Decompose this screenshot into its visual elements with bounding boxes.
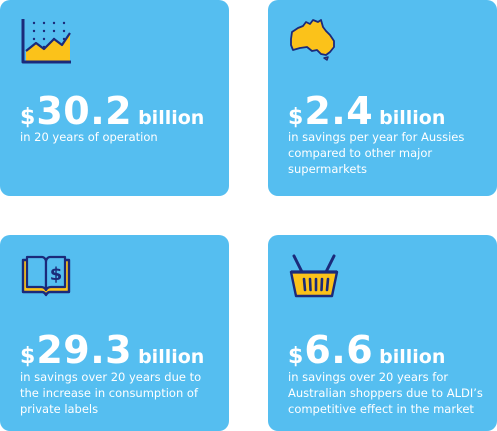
stat-amount: 30.2	[36, 89, 133, 133]
stat-card-yearly-savings: $2.4 billion in savings per year for Auss…	[268, 0, 497, 196]
stat-value: $29.3 billion	[20, 331, 204, 369]
stat-unit: billion	[138, 107, 205, 129]
stat-unit: billion	[379, 346, 446, 368]
shopping-basket-icon	[289, 254, 339, 298]
area-chart-icon	[21, 19, 71, 64]
stat-unit: billion	[379, 107, 446, 129]
stat-amount: 29.3	[36, 328, 133, 372]
australia-map-icon	[290, 19, 335, 61]
stat-unit: billion	[138, 346, 205, 368]
currency-symbol: $	[288, 344, 304, 369]
stat-card-competitive-effect: $6.6 billion in savings over 20 years for…	[268, 235, 497, 431]
book-dollar-icon: $	[21, 255, 71, 297]
stat-card-private-labels: $ $29.3 billion in savings over 20 years …	[0, 235, 229, 431]
stat-value: $6.6 billion	[288, 331, 445, 369]
currency-symbol: $	[20, 105, 36, 130]
currency-symbol: $	[288, 105, 304, 130]
stat-amount: 6.6	[304, 328, 374, 372]
stat-description: in 20 years of operation	[20, 130, 158, 144]
stat-value: $2.4 billion	[288, 92, 445, 130]
stat-value: $30.2 billion	[20, 92, 204, 130]
stat-amount: 2.4	[304, 89, 374, 133]
stat-description: in savings per year for Aussies compared…	[288, 130, 465, 176]
stat-card-revenue: $30.2 billion in 20 years of operation	[0, 0, 229, 196]
currency-symbol: $	[20, 344, 36, 369]
stat-description: in savings over 20 years due to the incr…	[20, 370, 202, 416]
svg-text:$: $	[50, 264, 63, 285]
stat-description: in savings over 20 years for Australian …	[288, 370, 483, 416]
